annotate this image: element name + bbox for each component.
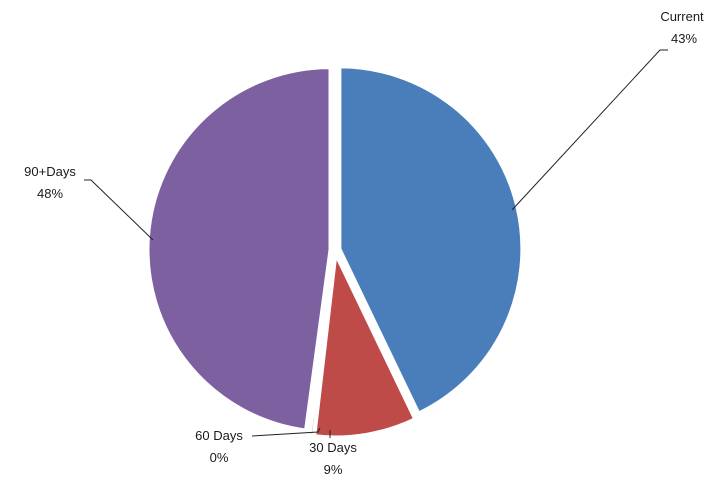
pie-slice-30-days	[313, 249, 417, 439]
label-90-days: 90+Days 48%	[24, 164, 76, 201]
label-30-days: 30 Days 9%	[309, 440, 357, 477]
label-60-days-name: 60 Days	[195, 428, 243, 443]
label-current: Current 43%	[660, 9, 704, 46]
label-30-days-percent: 9%	[324, 462, 343, 477]
label-60-days-percent: 0%	[210, 450, 229, 465]
label-60-days: 60 Days 0%	[195, 428, 243, 465]
pie-slice-current	[338, 65, 524, 415]
leader-current	[511, 49, 668, 211]
label-current-name: Current	[660, 9, 704, 24]
label-90-days-percent: 48%	[37, 186, 63, 201]
pie-slice-60-days	[308, 254, 336, 438]
leader-60-days	[251, 427, 321, 437]
label-90-days-name: 90+Days	[24, 164, 76, 179]
label-30-days-name: 30 Days	[309, 440, 357, 455]
pie-slice-90-days	[146, 66, 332, 432]
label-current-percent: 43%	[671, 31, 697, 46]
pie-slices	[146, 65, 524, 439]
leader-90-days	[84, 179, 154, 241]
leader-lines	[84, 49, 668, 438]
